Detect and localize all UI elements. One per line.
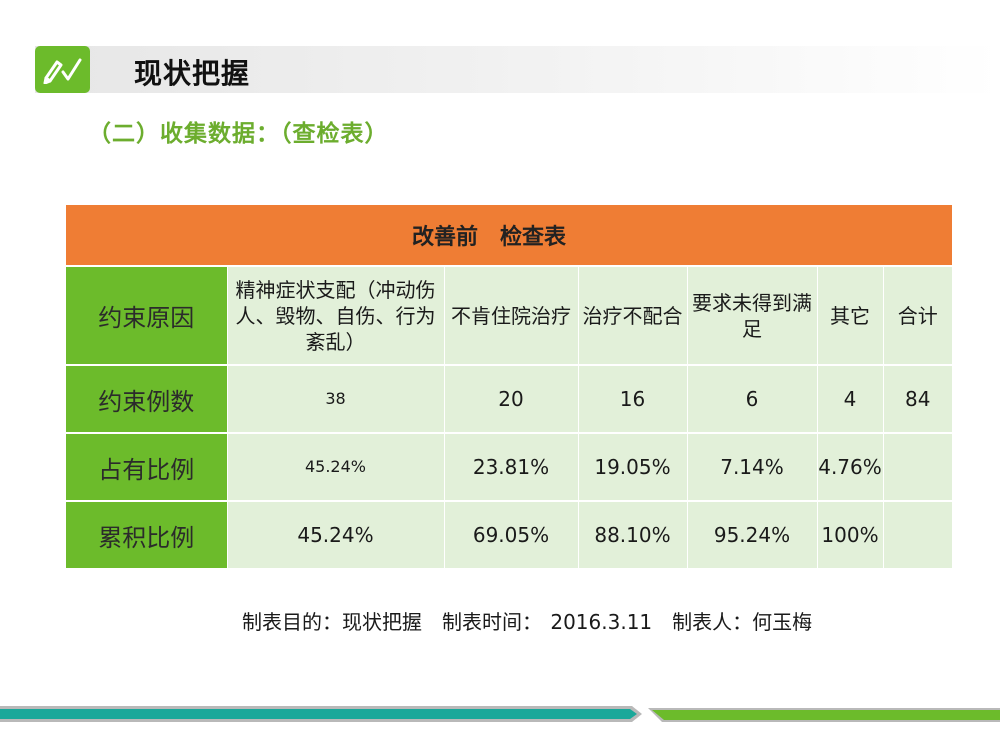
- table-cell: 其它: [816, 266, 883, 366]
- table-row: 约束原因 精神症状支配（冲动伤人、毁物、自伤、行为紊乱） 不肯住院治疗 治疗不配…: [66, 266, 953, 366]
- row-label: 约束例数: [66, 365, 227, 434]
- table-cell: 4.76%: [816, 433, 883, 502]
- table-cell: 6: [686, 365, 817, 434]
- table-cell: 治疗不配合: [577, 266, 687, 366]
- table-cell: 4: [816, 365, 883, 434]
- table-row: 占有比例 45.24% 23.81% 19.05% 7.14% 4.76%: [66, 433, 953, 502]
- table-cell: 精神症状支配（冲动伤人、毁物、自伤、行为紊乱）: [226, 266, 444, 366]
- table-cell: 7.14%: [686, 433, 817, 502]
- table-cell: [882, 433, 953, 502]
- row-label: 占有比例: [66, 433, 227, 502]
- pencil-check-icon: [35, 46, 90, 93]
- table-cell: 100%: [816, 501, 883, 568]
- table-cell: 95.24%: [686, 501, 817, 568]
- table-cell: 16: [577, 365, 687, 434]
- page-title: 现状把握: [134, 57, 251, 90]
- table-cell: 23.81%: [443, 433, 578, 502]
- table-cell: 19.05%: [577, 433, 687, 502]
- table-cell: 69.05%: [443, 501, 578, 568]
- table-title: 改善前 检查表: [66, 205, 953, 267]
- table-footnote: 制表目的：现状把握 制表时间： 2016.3.11 制表人：何玉梅: [242, 610, 813, 634]
- table-cell: 84: [882, 365, 953, 434]
- table-row: 累积比例 45.24% 69.05% 88.10% 95.24% 100%: [66, 501, 953, 568]
- table-cell: 88.10%: [577, 501, 687, 568]
- table-cell: 不肯住院治疗: [443, 266, 578, 366]
- footer-decoration: [0, 706, 1000, 722]
- table-cell: 合计: [882, 266, 953, 366]
- table-cell: 45.24%: [226, 433, 444, 502]
- check-table: 改善前 检查表 约束原因 精神症状支配（冲动伤人、毁物、自伤、行为紊乱） 不肯住…: [66, 205, 953, 568]
- table-cell: 45.24%: [226, 501, 444, 568]
- title-bar: [35, 46, 1000, 93]
- table-cell: 38: [226, 365, 444, 434]
- row-label: 累积比例: [66, 501, 227, 568]
- row-label: 约束原因: [66, 266, 227, 366]
- table-row: 约束例数 38 20 16 6 4 84: [66, 365, 953, 434]
- section-subtitle: （二）收集数据：（查检表）: [88, 121, 389, 147]
- table-cell: 20: [443, 365, 578, 434]
- table-cell: [882, 501, 953, 568]
- table-cell: 要求未得到满足: [686, 266, 817, 366]
